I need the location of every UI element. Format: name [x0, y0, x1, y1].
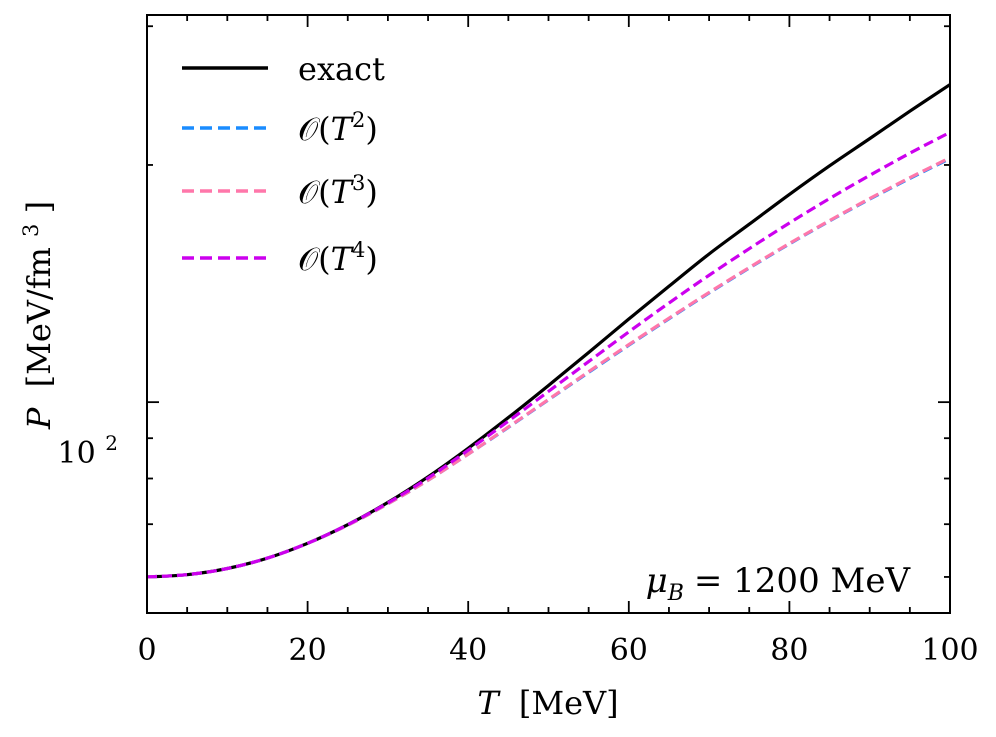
legend-label-order-t4: 𝒪(T4) [298, 238, 378, 278]
y-axis-unit-close: ] [20, 201, 58, 213]
legend-exponent: 3 [352, 171, 365, 195]
y-axis-unit-exponent: 3 [19, 224, 43, 237]
x-axis-unit: [MeV] [519, 684, 619, 722]
legend-close-paren: ) [365, 240, 377, 278]
legend-t-symbol: T [331, 110, 355, 148]
series-line-exact [146, 83, 951, 579]
series-lines [146, 83, 951, 579]
y-tick-base: 10 [58, 436, 96, 471]
series-line-order-t4 [146, 130, 951, 579]
chemical-potential-annotation: μB = 1200 MeV [646, 561, 912, 606]
legend-t-symbol: T [331, 240, 355, 278]
y-tick-label-100: 10 2 [58, 431, 118, 471]
y-axis-label: P [MeV/fm 3 ] [8, 201, 58, 430]
legend-t-symbol: T [331, 173, 355, 211]
legend-o-symbol: 𝒪( [298, 173, 331, 211]
y-axis-symbol: P [20, 407, 58, 430]
legend-o-symbol: 𝒪( [298, 240, 331, 278]
legend-close-paren: ) [365, 173, 377, 211]
legend-label-order-t3: 𝒪(T3) [298, 171, 378, 211]
x-tick-label: 60 [610, 633, 648, 668]
x-tick-label: 20 [289, 633, 327, 668]
x-axis-label: T [MeV] [477, 684, 618, 722]
series-line-order-t3 [146, 156, 951, 579]
legend-close-paren: ) [365, 110, 377, 148]
x-tick-label: 40 [449, 633, 487, 668]
y-axis-ticks [147, 25, 950, 578]
mu-subscript: B [667, 581, 684, 606]
legend-label-order-t2: 𝒪(T2) [298, 108, 378, 148]
mu-symbol: μ [646, 561, 668, 601]
legend-o-symbol: 𝒪( [298, 110, 331, 148]
plot-frame [146, 14, 951, 614]
legend-exponent: 2 [352, 108, 365, 132]
x-tick-label: 0 [137, 633, 156, 668]
legend-label-exact: exact [298, 50, 385, 88]
y-tick-exponent: 2 [105, 431, 118, 455]
x-tick-label: 100 [921, 633, 978, 668]
legend-exponent: 4 [352, 238, 365, 262]
series-line-order-t2 [146, 157, 951, 579]
x-axis-symbol: T [477, 684, 501, 722]
legend: exact 𝒪(T2) 𝒪(T3) 𝒪(T4) [182, 50, 385, 278]
annotation-value: = 1200 MeV [694, 561, 912, 601]
x-tick-label: 80 [770, 633, 808, 668]
y-axis-unit: [MeV/fm [20, 247, 58, 387]
x-axis-ticks: 0 20 40 60 80 100 [137, 15, 979, 668]
